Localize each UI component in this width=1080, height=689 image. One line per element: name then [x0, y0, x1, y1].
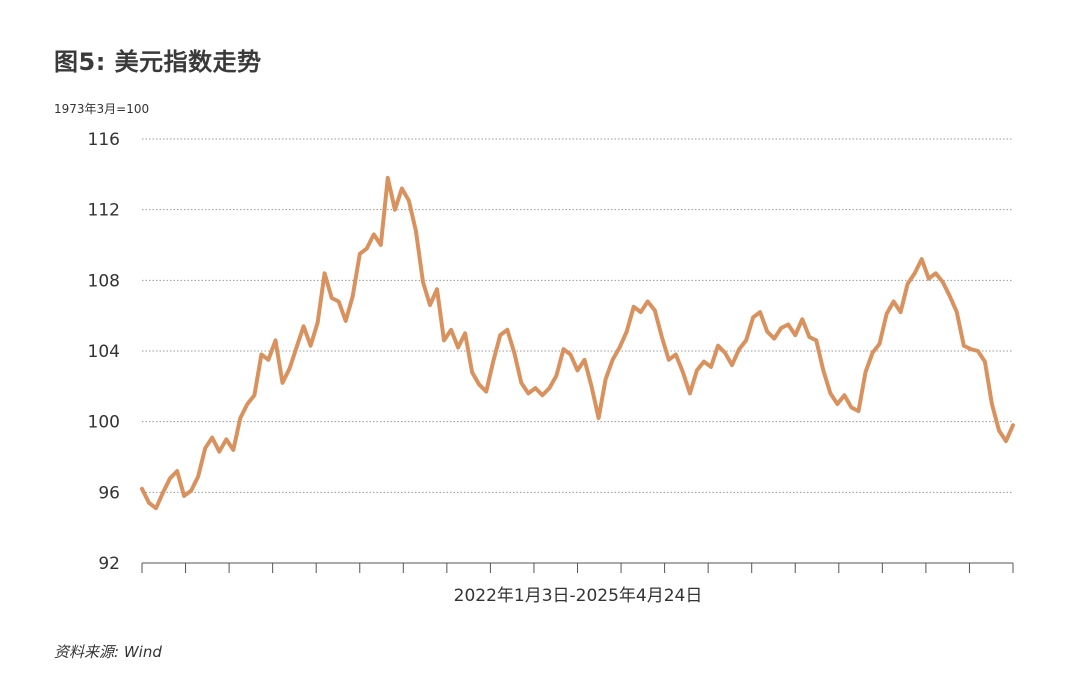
chart-title: 图5: 美元指数走势 — [54, 48, 262, 76]
y-unit-label: 1973年3月=100 — [54, 102, 150, 116]
y-tick-label: 96 — [98, 483, 120, 503]
y-tick-label: 100 — [88, 413, 120, 433]
y-tick-label: 92 — [98, 554, 120, 574]
y-axis-ticks: 92 96 100 104 108 112 116 — [88, 130, 120, 574]
x-axis — [141, 562, 1014, 573]
y-tick-label: 108 — [88, 271, 120, 291]
series-line-usd-index — [140, 175, 1015, 511]
grid-lines — [142, 138, 1013, 493]
x-axis-label: 2022年1月3日-2025年4月24日 — [454, 586, 703, 606]
y-tick-label: 116 — [88, 130, 120, 150]
source-note: 资料来源: Wind — [54, 643, 162, 661]
y-tick-label: 112 — [88, 201, 120, 221]
y-tick-label: 104 — [88, 342, 120, 362]
